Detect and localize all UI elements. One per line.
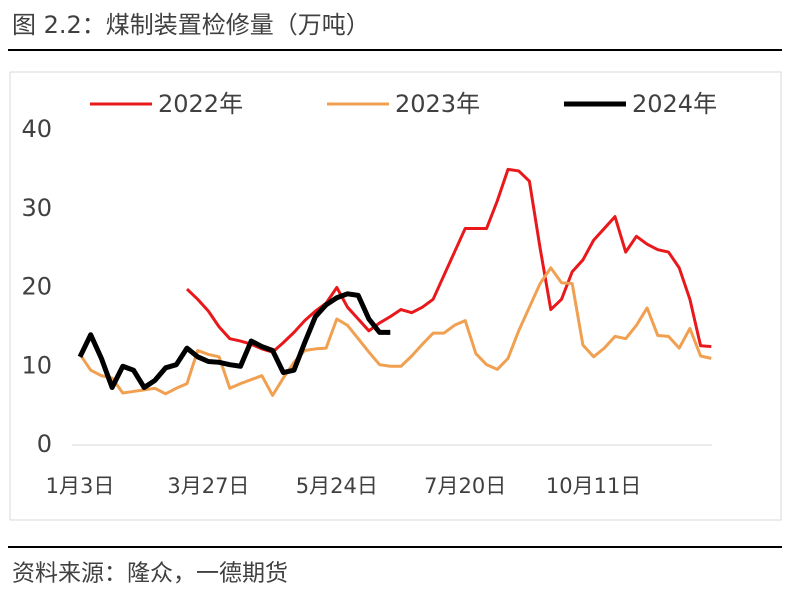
y-tick-label: 10 [21, 351, 52, 379]
y-tick-label: 40 [21, 115, 52, 143]
y-tick-label: 0 [37, 430, 52, 458]
chart-frame [9, 71, 782, 521]
series-line [78, 266, 712, 397]
series-line [77, 291, 391, 391]
y-tick-label: 30 [21, 194, 52, 222]
legend-label: 2022年 [158, 90, 243, 118]
x-tick-label: 5月24日 [296, 474, 378, 498]
x-tick-label: 7月20日 [424, 474, 506, 498]
x-tick-label: 10月11日 [546, 474, 641, 498]
chart-title: 图 2.2：煤制装置检修量（万吨） [12, 11, 370, 39]
source: 资料来源：隆众，一德期货 [12, 561, 288, 587]
series-line [185, 167, 712, 354]
legend-label: 2023年 [395, 90, 480, 118]
x-tick-label: 3月27日 [167, 474, 249, 498]
x-tick-label: 1月3日 [46, 474, 115, 498]
legend-label: 2024年 [632, 90, 717, 118]
y-tick-label: 20 [21, 273, 52, 301]
